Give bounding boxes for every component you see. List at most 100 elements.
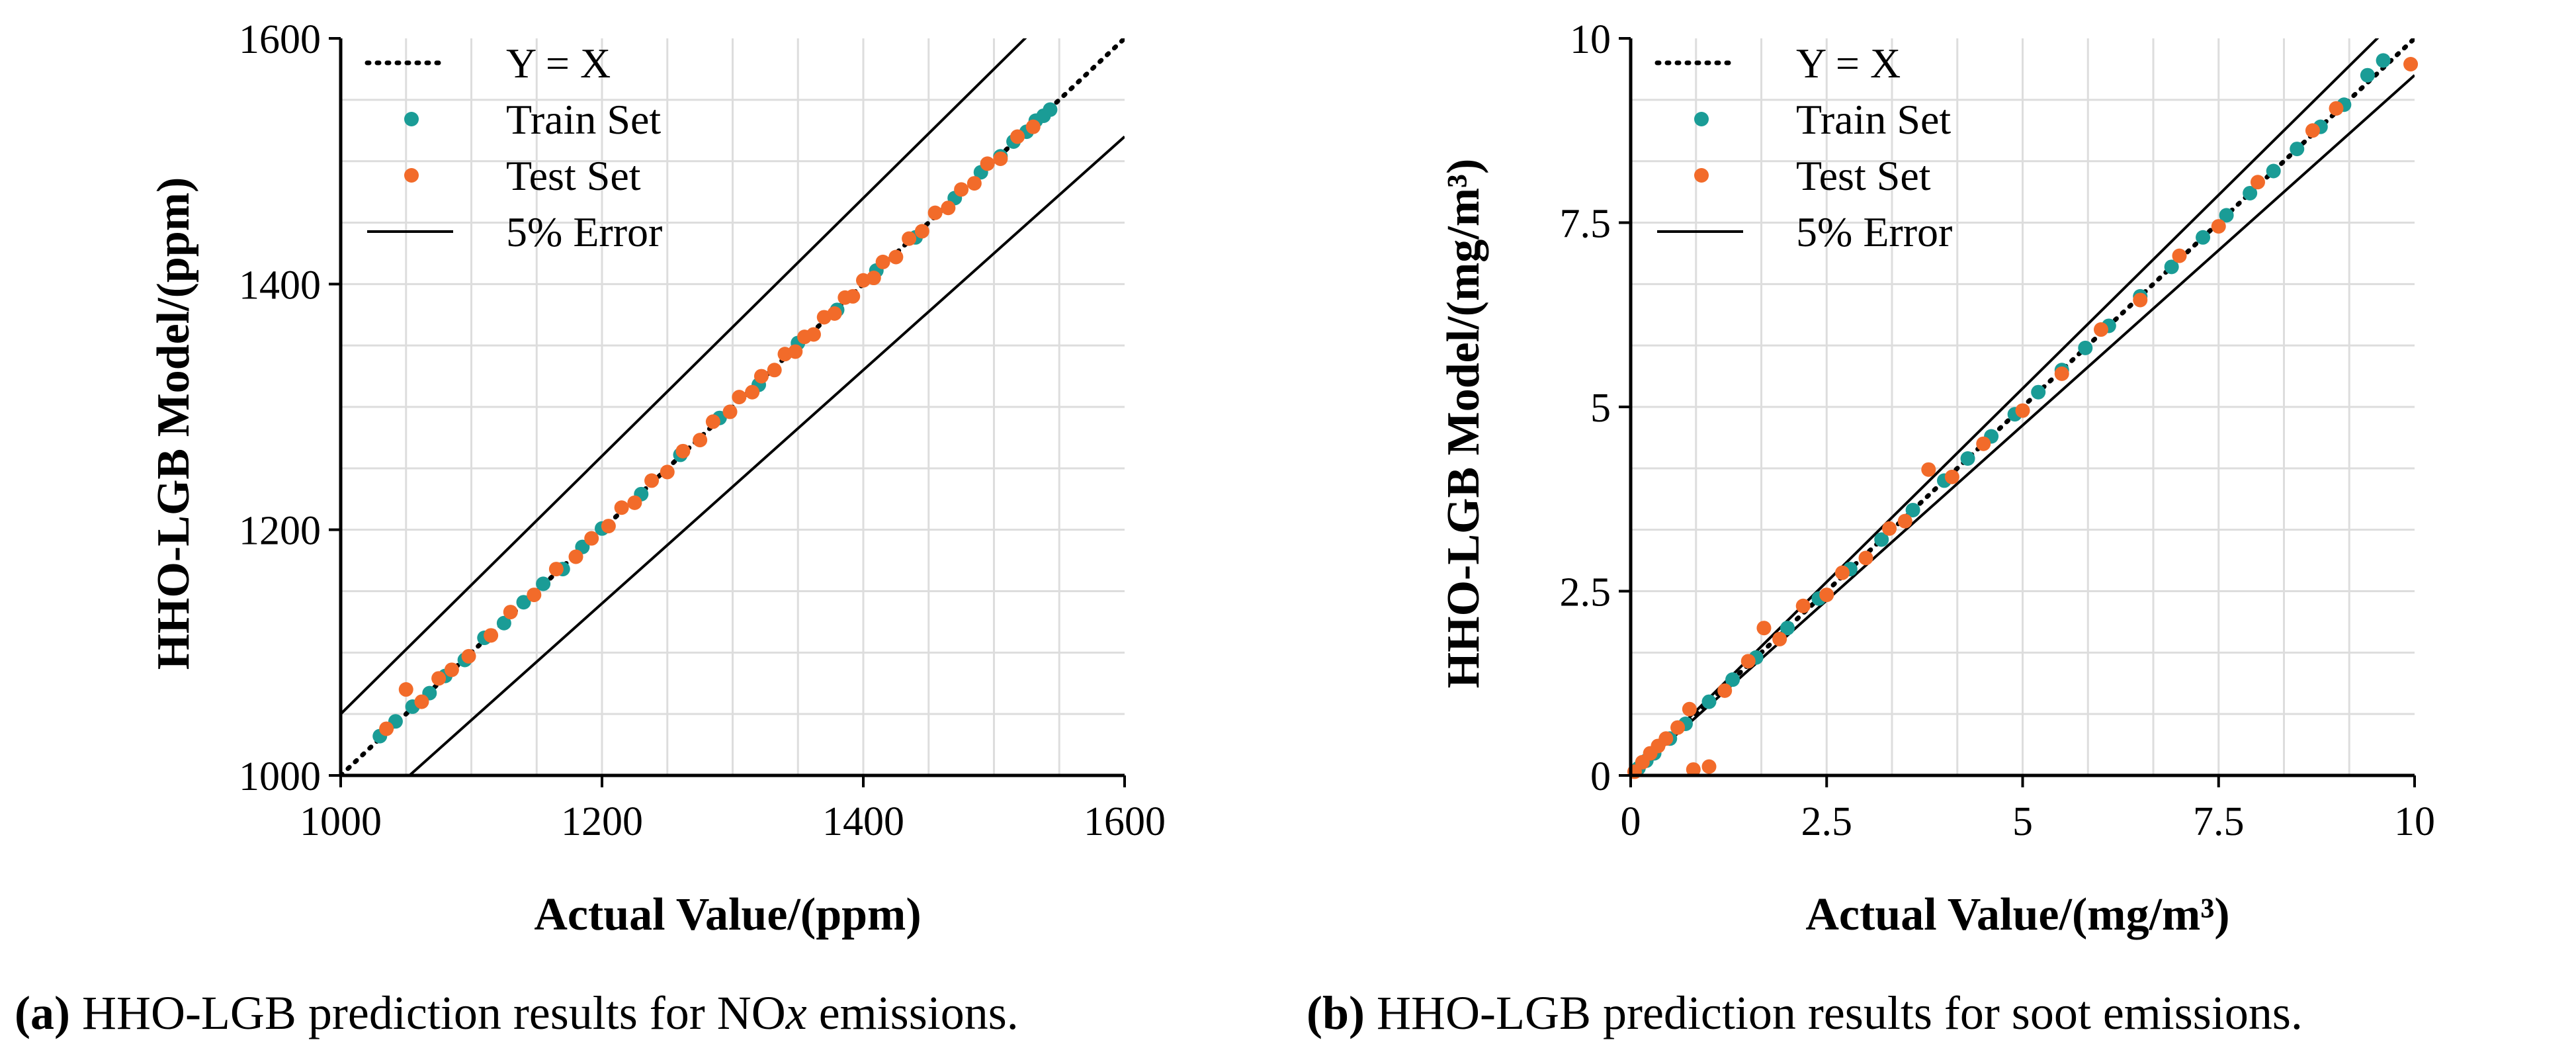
panel-b-legend-test-swatch [1694,168,1709,183]
panel-a-train-point [516,595,531,610]
panel-b-train-point [2196,230,2211,245]
panel-a-test-point [1025,119,1041,134]
panel-b-test-point [1717,683,1733,698]
caption-b-text: HHO-LGB prediction results for soot emis… [1365,986,2303,1039]
panel-b-test-point [2211,219,2226,234]
panel-b-test-point [1682,701,1697,717]
panel-b-train-point [2219,208,2234,223]
panel-b-error-line [1631,38,2380,775]
panel-b-train-point [2360,67,2375,83]
panel-a-test-point [732,390,747,405]
panel-a-test-point [527,588,542,603]
panel-a-chart: 1000 1200 1400 1600 1000 1200 1400 1600 Actual … [148,17,1166,940]
panel-a-legend-train-label: Train Set [506,96,661,143]
panel-b-test-point [1772,631,1787,646]
panel-b-test-point [2015,403,2030,418]
panel-a-test-point [548,562,564,577]
panel-a-y-tick-label: 1200 [239,509,321,554]
panel-a-x-axis-title: Actual Value/(ppm) [534,889,921,940]
panel-a-test-point [806,327,821,342]
panel-a-test-point [503,605,518,620]
panel-b-legend-error-label: 5% Error [1796,208,1952,255]
panel-a-test-point [753,369,769,384]
panel-a-x-tick-label: 1200 [561,799,643,844]
panel-b-x-axis-title: Actual Value/(mg/m³) [1805,889,2229,940]
panel-b-test-point [1756,621,1772,636]
panel-a-test-point [601,519,616,534]
panel-a-test-point [705,414,720,429]
panel-b-test-point [1897,513,1912,529]
panel-a-test-point [675,443,691,459]
panel-a-test-point [722,404,738,419]
panel-b-ticks: 0 2.5 5 7.5 10 0 2.5 5 7.5 10 [1560,17,2436,844]
panel-b-y-tick-label: 7.5 [1560,202,1611,247]
panel-b-train-point [2376,53,2391,68]
panel-a-test-point [902,231,917,246]
panel-a-y-tick-label: 1000 [239,754,321,799]
panel-a-test-point [941,200,956,216]
panel-b-x-tick-label: 5 [2012,799,2033,844]
panel-a-x-tick-label: 1000 [300,799,382,844]
panel-b-x-tick-label: 7.5 [2193,799,2245,844]
panel-a-test-point [827,306,842,321]
panel-a-y-tick-label: 1400 [239,263,321,308]
panel-b-y-tick-label: 10 [1570,17,1611,62]
panel-a-test-point [568,549,583,564]
panel-b-train-point [1905,502,1920,517]
panel-b-test-point [1740,654,1756,669]
panel-a-test-point [745,384,760,400]
panel-b-legend-train-swatch [1694,112,1709,126]
panel-b-test-point [1670,720,1686,735]
panel-a-test-point [444,662,459,678]
panel-b-x-tick-label: 0 [1621,799,1641,844]
panel-b-test-point [2251,175,2265,190]
panel-b-x-tick-label: 10 [2394,799,2435,844]
panel-a-test-point [693,433,708,448]
panel-a-test-point [875,254,890,269]
panel-a-error-lines [341,38,1125,775]
panel-b-test-point [1701,759,1717,774]
panel-b-y-tick-label: 2.5 [1560,570,1611,615]
panel-b-legend-identity-label: Y = X [1796,40,1901,87]
panel-a-test-point [927,205,943,220]
panel-b-legend: Y = X Train Set Test Set 5% Error [1654,40,1952,255]
panel-a-test-point [866,271,881,286]
panel-a-x-tick-label: 1400 [822,799,904,844]
panel-a-test-point [398,682,413,697]
panel-a-legend-identity-label: Y = X [506,40,611,87]
panel-a-x-tick-label: 1600 [1084,799,1166,844]
panel-a-error-line [407,136,1125,775]
panel-a-train-point [496,615,511,631]
panel-b-test-point [1976,436,1991,451]
panel-a-grid [341,38,1125,775]
panel-b-train-point [2078,340,2093,355]
panel-a-points [372,102,1058,744]
panel-a-test-point [627,495,642,510]
panel-b-test-point [1944,469,1959,484]
panel-a-test-point [414,694,429,709]
panel-b-x-tick-label: 2.5 [1801,799,1853,844]
caption-a-italic: x [785,986,807,1039]
panel-b-test-point [2172,248,2187,263]
panel-b-test-point [2094,322,2108,337]
panel-b-train-point [1701,694,1717,709]
panel-a-test-point [379,721,394,736]
panel-b-train-point [1874,532,1889,547]
panel-b-legend-train-label: Train Set [1796,96,1951,143]
panel-b-test-point [1819,588,1834,603]
caption-b-label: (b) [1307,986,1365,1039]
panel-a-test-point [461,648,476,664]
panel-a-error-line [341,38,1027,715]
panel-a-test-point [954,182,969,197]
panel-b-test-point [1795,598,1811,613]
panel-a-test-point [980,156,995,171]
panel-b-points [1627,53,2419,779]
panel-b-test-point [2305,123,2320,138]
panel-b-test-point [1882,521,1897,536]
panel-b-y-axis-title: HHO-LGB Model/(mg/m³) [1438,159,1489,689]
panel-a-test-point [993,151,1008,166]
panel-a-axes [339,38,1125,777]
panel-a-legend-test-label: Test Set [506,152,641,199]
panel-b-test-point [1658,731,1674,746]
